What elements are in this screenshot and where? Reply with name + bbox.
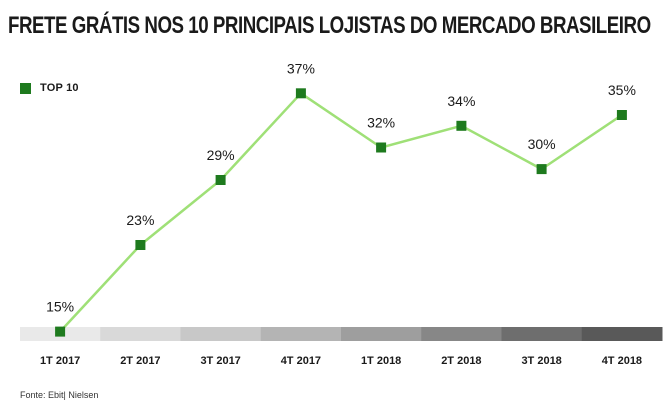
x-tick-labels: 1T 2017 2T 2017 3T 2017 4T 2017 1T 2018 2T 20… bbox=[40, 355, 642, 367]
category-bands bbox=[20, 327, 663, 341]
category-band bbox=[100, 327, 181, 341]
data-label: 30% bbox=[528, 136, 556, 152]
category-band bbox=[421, 327, 502, 341]
data-markers bbox=[55, 88, 627, 337]
data-label: 37% bbox=[287, 60, 315, 76]
data-point-marker bbox=[376, 142, 387, 153]
category-band bbox=[260, 327, 342, 341]
legend-label: TOP 10 bbox=[40, 82, 79, 94]
legend-swatch bbox=[20, 82, 31, 94]
x-tick-label: 2T 2018 bbox=[441, 355, 481, 367]
x-tick-label: 1T 2018 bbox=[361, 355, 401, 367]
data-labels: 15% 23% 29% 37% 32% 34% 30% 35% bbox=[46, 60, 636, 314]
data-point-marker bbox=[215, 175, 226, 185]
data-label: 23% bbox=[126, 212, 154, 228]
x-tick-label: 2T 2017 bbox=[120, 355, 160, 367]
data-label: 29% bbox=[207, 147, 235, 163]
data-label: 34% bbox=[447, 93, 475, 109]
data-point-marker bbox=[456, 120, 467, 131]
x-tick-label: 4T 2018 bbox=[602, 355, 642, 367]
x-tick-label: 1T 2017 bbox=[40, 355, 80, 367]
legend: TOP 10 bbox=[20, 82, 79, 94]
data-label: 35% bbox=[608, 82, 636, 98]
x-tick-label: 4T 2017 bbox=[281, 355, 321, 367]
category-band bbox=[341, 327, 422, 341]
data-label: 32% bbox=[367, 115, 395, 131]
data-point-marker bbox=[55, 326, 66, 337]
data-label: 15% bbox=[46, 299, 74, 315]
series-line bbox=[59, 92, 623, 333]
data-point-marker bbox=[616, 110, 627, 120]
x-tick-label: 3T 2018 bbox=[521, 355, 561, 367]
data-point-marker bbox=[135, 240, 146, 250]
data-point-marker bbox=[536, 164, 547, 175]
category-band bbox=[501, 327, 583, 341]
x-tick-label: 3T 2017 bbox=[200, 355, 240, 367]
chart-title: FRETE GRÁTIS NOS 10 PRINCIPAIS LOJISTAS … bbox=[8, 12, 651, 39]
category-band bbox=[180, 327, 262, 341]
data-point-marker bbox=[295, 88, 306, 99]
category-band bbox=[581, 327, 663, 341]
source-note: Fonte: Ebit| Nielsen bbox=[20, 390, 99, 400]
